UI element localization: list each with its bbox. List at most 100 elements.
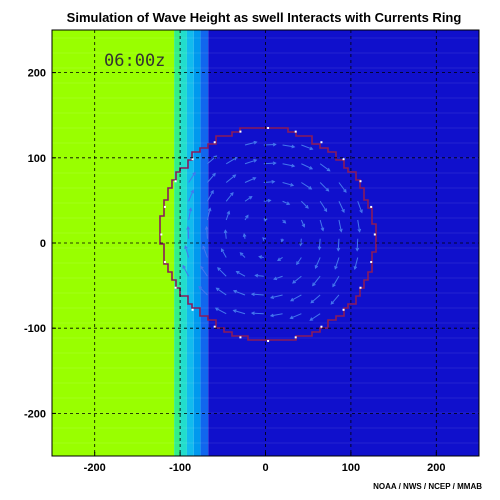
current-vector-head bbox=[330, 300, 335, 305]
current-vector-head bbox=[232, 289, 237, 294]
current-vector bbox=[188, 208, 192, 221]
grid-lines bbox=[52, 30, 479, 456]
current-vector bbox=[187, 226, 190, 239]
current-vector-head bbox=[184, 245, 188, 250]
current-vector-head bbox=[286, 201, 291, 205]
currents-ring-outline bbox=[159, 127, 377, 341]
current-vector bbox=[301, 144, 313, 150]
x-tick-label: -100 bbox=[169, 462, 191, 474]
current-vector bbox=[310, 294, 321, 304]
current-vector bbox=[282, 163, 295, 167]
current-vector-head bbox=[250, 292, 255, 297]
current-vector bbox=[315, 257, 321, 269]
current-vector-head bbox=[341, 208, 345, 213]
current-vector bbox=[301, 200, 309, 209]
current-vector-head bbox=[210, 189, 214, 194]
current-vector bbox=[356, 238, 359, 251]
field-band-1 bbox=[174, 30, 181, 456]
current-vector-head bbox=[336, 247, 341, 252]
current-vector-head bbox=[290, 182, 295, 187]
current-vector bbox=[233, 309, 246, 315]
current-vector bbox=[296, 257, 302, 265]
current-vector bbox=[221, 248, 227, 258]
current-vector bbox=[357, 201, 363, 213]
ring-marker bbox=[163, 205, 166, 208]
current-vector-head bbox=[232, 309, 237, 313]
current-vector-head bbox=[186, 225, 191, 230]
current-vector-head bbox=[272, 142, 277, 147]
current-vector-head bbox=[332, 283, 336, 288]
current-vector-head bbox=[355, 247, 360, 252]
ring-marker bbox=[320, 141, 323, 144]
current-vector-head bbox=[214, 307, 219, 311]
ring-marker bbox=[370, 205, 373, 208]
current-vector bbox=[273, 275, 283, 280]
current-vector-head bbox=[310, 299, 315, 304]
current-vector-head bbox=[245, 214, 249, 219]
current-vector bbox=[337, 238, 340, 251]
current-vector bbox=[319, 163, 331, 172]
current-vector-head bbox=[296, 261, 300, 266]
current-vector bbox=[207, 155, 217, 165]
y-tick-label: -200 bbox=[24, 408, 46, 420]
current-vector-head bbox=[253, 159, 258, 163]
current-vectors bbox=[182, 140, 363, 321]
current-vector bbox=[239, 252, 246, 258]
current-vector bbox=[184, 245, 190, 258]
current-vector-head bbox=[223, 229, 228, 234]
chart-title: Simulation of Wave Height as swell Inter… bbox=[67, 10, 462, 25]
ring-marker bbox=[213, 141, 216, 144]
current-vector-head bbox=[235, 271, 240, 275]
current-vector bbox=[319, 200, 327, 212]
current-vector-head bbox=[305, 204, 309, 209]
credit-label: NOAA / NWS / NCEP / MMAB bbox=[373, 482, 482, 491]
current-vector-head bbox=[280, 238, 285, 243]
current-vector bbox=[255, 274, 264, 277]
ring-marker bbox=[370, 261, 373, 264]
current-vector-head bbox=[182, 264, 186, 269]
current-vector-head bbox=[290, 297, 294, 302]
current-vector bbox=[338, 201, 345, 213]
ring-marker bbox=[359, 180, 362, 183]
current-vector-head bbox=[198, 285, 203, 290]
x-tick-label: 0 bbox=[262, 462, 268, 474]
current-vector-head bbox=[314, 265, 319, 269]
current-vector-head bbox=[204, 225, 209, 230]
y-tick-label: 0 bbox=[40, 238, 46, 250]
current-vector bbox=[233, 290, 246, 296]
current-vector-head bbox=[272, 161, 277, 166]
current-vector bbox=[225, 157, 237, 165]
current-vector-head bbox=[232, 174, 237, 179]
current-vector-head bbox=[253, 140, 258, 145]
current-vector bbox=[251, 293, 264, 296]
field-band-2 bbox=[180, 30, 187, 456]
current-vector bbox=[206, 190, 214, 202]
ring-marker bbox=[294, 130, 297, 133]
ring-marker bbox=[174, 286, 177, 289]
current-vector-head bbox=[190, 189, 195, 194]
current-vector bbox=[236, 271, 246, 277]
current-vector bbox=[319, 219, 324, 231]
current-vector bbox=[188, 190, 194, 202]
ring-marker bbox=[191, 158, 194, 161]
current-vector-head bbox=[309, 146, 314, 151]
current-vector-head bbox=[207, 207, 212, 212]
current-vector-head bbox=[269, 313, 274, 318]
current-vector bbox=[206, 226, 208, 239]
current-vector-head bbox=[254, 273, 259, 278]
ring-marker bbox=[294, 336, 297, 339]
current-vector-head bbox=[200, 265, 204, 270]
current-vector-head bbox=[320, 227, 325, 232]
current-vector-head bbox=[258, 255, 263, 259]
current-vector-head bbox=[271, 179, 276, 184]
current-vector-head bbox=[357, 228, 362, 233]
current-vector bbox=[318, 238, 321, 250]
current-vector-head bbox=[250, 311, 255, 316]
current-vector bbox=[200, 266, 208, 277]
current-vector bbox=[292, 275, 302, 284]
current-vector-head bbox=[239, 252, 244, 256]
current-vector bbox=[282, 200, 290, 205]
current-vector bbox=[244, 196, 253, 202]
ring-markers bbox=[160, 126, 376, 342]
current-vector-head bbox=[359, 209, 363, 214]
